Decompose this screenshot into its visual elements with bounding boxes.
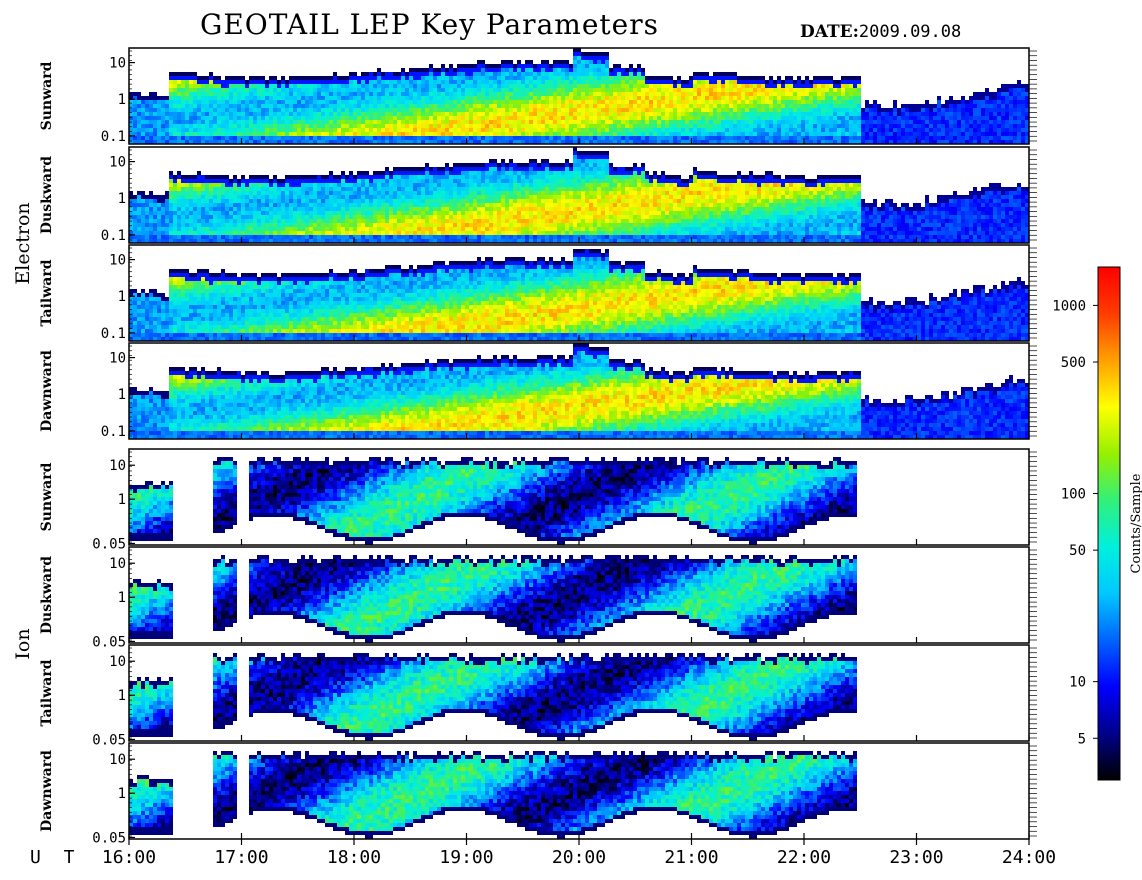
colorbar-tick-label: 1000 bbox=[1052, 298, 1086, 314]
y-tick-label: 0.05 bbox=[92, 830, 126, 846]
y-tick-label: 10 bbox=[109, 56, 126, 72]
y-tick-label: 10 bbox=[109, 253, 126, 269]
x-tick-label: 17:00 bbox=[214, 847, 268, 868]
y-tick-label: 10 bbox=[109, 752, 126, 768]
panel-label: Duskward bbox=[39, 556, 55, 634]
x-tick-label: 16:00 bbox=[102, 847, 156, 868]
x-tick-label: 23:00 bbox=[889, 847, 943, 868]
y-tick-label: 0.05 bbox=[92, 732, 126, 748]
panel-label: Tailward bbox=[39, 259, 55, 326]
y-tick-label: 0.05 bbox=[92, 536, 126, 552]
ion-dawnward-panel: 10 1 0.05 Dawnward bbox=[39, 742, 1037, 846]
y-tick-label: 10 bbox=[109, 351, 126, 367]
electron-dawnward-panel: 10 1 0.1 Dawnward bbox=[39, 342, 1037, 440]
x-axis-label: U T bbox=[30, 847, 81, 868]
panel-label: Dawnward bbox=[39, 350, 55, 432]
colorbar-tick-label: 500 bbox=[1061, 355, 1086, 371]
electron-duskward-panel: 10 1 0.1 Duskward bbox=[39, 146, 1037, 244]
spectrogram-cells bbox=[129, 653, 857, 741]
y-tick-label: 0.05 bbox=[92, 634, 126, 650]
x-tick-label: 24:00 bbox=[1002, 847, 1056, 868]
y-tick-label: 1 bbox=[118, 387, 126, 403]
ion-sunward-panel: 10 1 0.05 Sunward bbox=[39, 448, 1037, 552]
ion-duskward-panel: 10 1 0.05 Duskward bbox=[39, 546, 1037, 650]
y-tick-label: 0.1 bbox=[101, 129, 126, 145]
panel-label: Tailward bbox=[39, 659, 55, 726]
colorbar-tick-label: 100 bbox=[1061, 487, 1086, 503]
colorbar-tick-label: 10 bbox=[1069, 675, 1086, 691]
x-tick-label: 22:00 bbox=[777, 847, 831, 868]
x-tick-label: 21:00 bbox=[664, 847, 718, 868]
colorbar-tick-label: 50 bbox=[1069, 543, 1086, 559]
x-tick-label: 20:00 bbox=[552, 847, 606, 868]
y-tick-label: 0.1 bbox=[101, 326, 126, 342]
spectrogram-cells bbox=[129, 751, 857, 839]
ion-group-label: Ion bbox=[12, 628, 34, 659]
panel-label: Sunward bbox=[39, 61, 55, 130]
y-tick-label: 1 bbox=[118, 688, 126, 704]
y-tick-label: 0.1 bbox=[101, 228, 126, 244]
ion-tailward-panel: 10 1 0.05 Tailward bbox=[39, 644, 1037, 748]
date-value: 2009.09.08 bbox=[859, 22, 961, 42]
spectrogram-cells bbox=[129, 48, 1029, 144]
x-tick-label: 18:00 bbox=[327, 847, 381, 868]
spectrogram-cells bbox=[129, 457, 857, 545]
y-tick-label: 1 bbox=[118, 289, 126, 305]
y-tick-label: 1 bbox=[118, 492, 126, 508]
y-tick-label: 1 bbox=[118, 191, 126, 207]
y-tick-label: 1 bbox=[118, 92, 126, 108]
electron-group-label: Electron bbox=[12, 202, 34, 284]
colorbar-tick-label: 5 bbox=[1078, 731, 1086, 747]
y-tick-label: 10 bbox=[109, 458, 126, 474]
y-tick-label: 1 bbox=[118, 786, 126, 802]
date-label: DATE: bbox=[800, 22, 859, 42]
x-tick-label: 19:00 bbox=[439, 847, 493, 868]
spectrogram-cells bbox=[129, 249, 1029, 341]
electron-sunward-panel: 10 1 0.1 Sunward bbox=[39, 47, 1037, 145]
y-tick-label: 10 bbox=[109, 654, 126, 670]
colorbar-gradient bbox=[1097, 266, 1121, 781]
colorbar: 1000 500 100 50 10 5 Counts/Sample bbox=[1052, 266, 1142, 781]
spectrogram-cells bbox=[129, 555, 857, 643]
y-tick-label: 0.1 bbox=[101, 424, 126, 440]
y-tick-label: 10 bbox=[109, 556, 126, 572]
spectrogram-cells bbox=[129, 343, 1029, 439]
panel-label: Duskward bbox=[39, 156, 55, 234]
electron-tailward-panel: 10 1 0.1 Tailward bbox=[39, 244, 1037, 342]
colorbar-label: Counts/Sample bbox=[1129, 473, 1142, 573]
spectrogram-cells bbox=[129, 147, 1029, 243]
date-line: DATE:2009.09.08 bbox=[800, 22, 961, 42]
page-title: GEOTAIL LEP Key Parameters bbox=[200, 8, 659, 41]
y-tick-label: 1 bbox=[118, 590, 126, 606]
panel-label: Dawnward bbox=[39, 750, 55, 832]
y-tick-label: 10 bbox=[109, 155, 126, 171]
panel-label: Sunward bbox=[39, 462, 55, 531]
